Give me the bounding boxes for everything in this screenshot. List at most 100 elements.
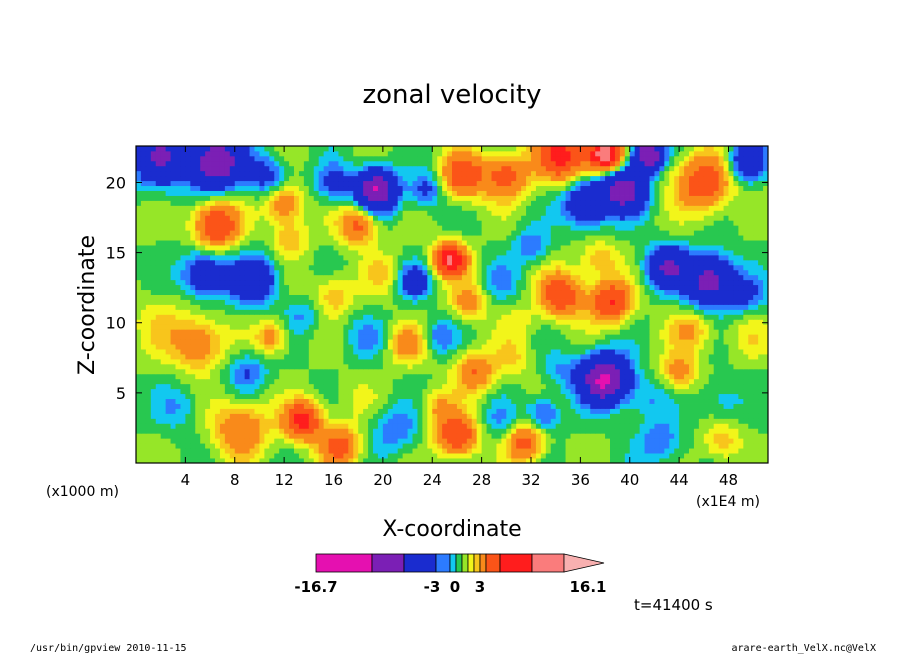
field-cell [718,373,724,380]
field-cell [289,433,295,439]
field-cell [629,358,636,365]
field-cell [254,329,260,335]
field-cell [170,368,176,375]
field-cell [427,294,433,300]
field-cell [728,413,734,419]
field-cell [249,368,255,375]
field-cell [407,438,413,444]
field-cell [392,408,399,414]
field-cell [224,428,231,434]
field-cell [535,289,542,295]
field-cell [160,354,167,360]
field-cell [698,334,705,340]
field-cell [748,363,754,370]
field-cell [145,373,152,380]
field-cell [733,428,739,434]
field-cell [254,324,260,330]
field-cell [308,383,315,390]
field-cell [629,324,636,330]
field-cell [224,329,231,335]
field-cell [486,373,492,380]
field-cell [190,309,196,315]
field-cell [417,418,423,424]
field-cell [624,269,631,276]
field-cell [461,269,468,276]
field-cell [605,433,611,439]
field-cell [244,368,250,375]
field-cell [284,329,290,335]
field-cell [249,448,255,454]
field-cell [363,398,369,404]
field-cell [491,324,497,330]
field-cell [348,319,354,325]
field-cell [634,368,641,375]
field-cell [269,428,275,434]
field-cell [170,403,176,409]
field-cell [279,314,285,320]
field-cell [397,363,404,370]
field-cell [190,408,196,414]
field-cell [313,358,320,365]
field-cell [313,388,320,395]
field-cell [373,358,379,365]
field-cell [585,344,591,350]
field-cell [748,319,754,325]
field-cell [486,354,492,360]
field-cell [550,363,557,370]
field-cell [595,274,601,281]
field-cell [353,373,359,380]
field-cell [368,284,374,291]
field-cell [259,344,265,350]
field-cell [684,413,690,419]
field-cell [170,319,176,325]
field-cell [496,349,502,355]
field-cell [506,383,512,390]
field-cell [180,393,186,400]
field-cell [368,458,374,463]
field-cell [343,339,349,345]
field-cell [743,453,749,459]
field-cell [590,363,596,370]
field-cell [619,433,626,439]
field-cell [545,423,552,429]
field-cell [244,413,250,419]
field-cell [224,423,231,429]
field-cell [600,334,606,340]
field-cell [639,334,645,340]
field-cell [402,354,408,360]
field-cell [442,458,448,463]
field-cell [239,349,246,355]
field-cell [560,309,566,315]
field-cell [145,433,152,439]
field-cell [486,413,492,419]
field-cell [323,378,329,385]
field-cell [540,358,547,365]
field-cell [585,408,591,414]
field-cell [570,339,576,345]
field-cell [708,393,715,400]
field-cell [496,378,502,385]
field-cell [723,324,729,330]
field-cell [689,388,695,395]
field-cell [501,269,507,276]
field-cell [150,304,157,310]
field-cell [452,408,458,414]
field-cell [279,373,285,380]
field-cell [338,428,344,434]
field-cell [684,334,690,340]
field-cell [639,368,645,375]
field-cell [185,334,191,340]
field-cell [392,413,399,419]
field-cell [629,344,636,350]
field-cell [521,274,527,281]
field-cell [610,378,616,385]
field-cell [733,294,739,300]
field-cell [190,443,196,449]
field-cell [634,299,641,305]
field-cell [634,393,641,400]
field-cell [526,269,532,276]
field-cell [501,279,507,286]
field-cell [294,413,300,419]
field-cell [481,388,487,395]
field-cell [239,423,246,429]
